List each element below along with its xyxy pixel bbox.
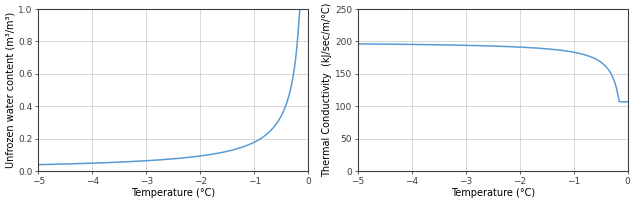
Y-axis label: Unfrozen water content (m³/m³): Unfrozen water content (m³/m³) — [6, 12, 15, 168]
Y-axis label: Thermal Conductivity  (kJ/sec/m/°C): Thermal Conductivity (kJ/sec/m/°C) — [322, 3, 332, 177]
X-axis label: Temperature (°C): Temperature (°C) — [131, 188, 215, 198]
X-axis label: Temperature (°C): Temperature (°C) — [450, 188, 535, 198]
